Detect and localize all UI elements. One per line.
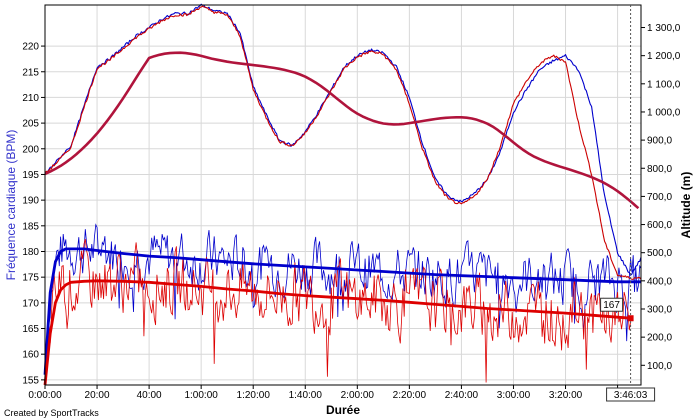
altitude-line-0 [44,3,642,276]
heart_rate-line-3 [43,279,631,386]
marker-label: 167 [603,300,620,311]
x-tick-label: 1:00:00 [184,390,218,401]
y-left-tick-label: 220 [22,42,39,53]
y-axis-right-title: Altitude (m) [679,172,693,239]
marker-label-box [600,297,624,312]
hr-marker [627,315,634,322]
x-axis-title: Durée [326,403,360,417]
y-axis-left-title: Fréquence cardiaque (BPM) [4,130,18,281]
altitude-trend-line [44,51,640,210]
y-right-tick-label: 800,0 [647,164,672,175]
y-right-tick-label: 700,0 [647,192,672,203]
y-left-tick-label: 170 [22,298,39,309]
y-right-tick-label: 1 000,0 [647,107,681,118]
x-tick-label: 40:00 [137,390,162,401]
credit-text: Created by SportTracks [4,408,99,418]
y-left-tick-label: 200 [22,144,39,155]
x-tick-label: 20:00 [85,390,110,401]
y-left-tick-label: 165 [22,324,39,335]
y-left-tick-label: 215 [22,67,39,78]
y-right-tick-label: 400,0 [647,276,672,287]
y-left-tick-label: 195 [22,170,39,181]
y-left-tick-label: 205 [22,119,39,130]
y-right-tick-label: 1 300,0 [647,23,681,34]
y-left-tick-label: 185 [22,221,39,232]
cursor-label-box [606,387,656,402]
x-tick-label: 3:20:00 [549,390,583,401]
y-left-tick-label: 190 [22,196,39,207]
y-left-tick-label: 175 [22,273,39,284]
raw-heart-rate-line-1 [45,238,631,383]
x-tick-label: 3:00:00 [497,390,531,401]
y-right-tick-label: 100,0 [647,361,672,372]
y-right-tick-label: 600,0 [647,220,672,231]
x-tick-label: 1:40:00 [289,390,323,401]
cursor-label: 3:46:03 [614,390,648,401]
y-right-tick-label: 500,0 [647,248,672,259]
y-left-tick-label: 155 [22,375,39,386]
altitude-line-1 [44,5,642,280]
heart_rate-line-2 [43,247,641,375]
y-right-tick-label: 200,0 [647,333,672,344]
x-tick-label: 2:40:00 [445,390,479,401]
x-tick-label: 1:20:00 [237,390,271,401]
y-right-tick-label: 300,0 [647,305,672,316]
y-left-tick-label: 210 [22,93,39,104]
x-tick-label: 2:20:00 [393,390,427,401]
x-tick-label: 0:00:00 [28,390,62,401]
plot-frame [44,4,642,386]
y-left-tick-label: 160 [22,350,39,361]
y-left-tick-label: 180 [22,247,39,258]
x-tick-label: 2:00:00 [341,390,375,401]
y-right-tick-label: 900,0 [647,136,672,147]
y-right-tick-label: 1 100,0 [647,79,681,90]
y-right-tick-label: 1 200,0 [647,51,681,62]
